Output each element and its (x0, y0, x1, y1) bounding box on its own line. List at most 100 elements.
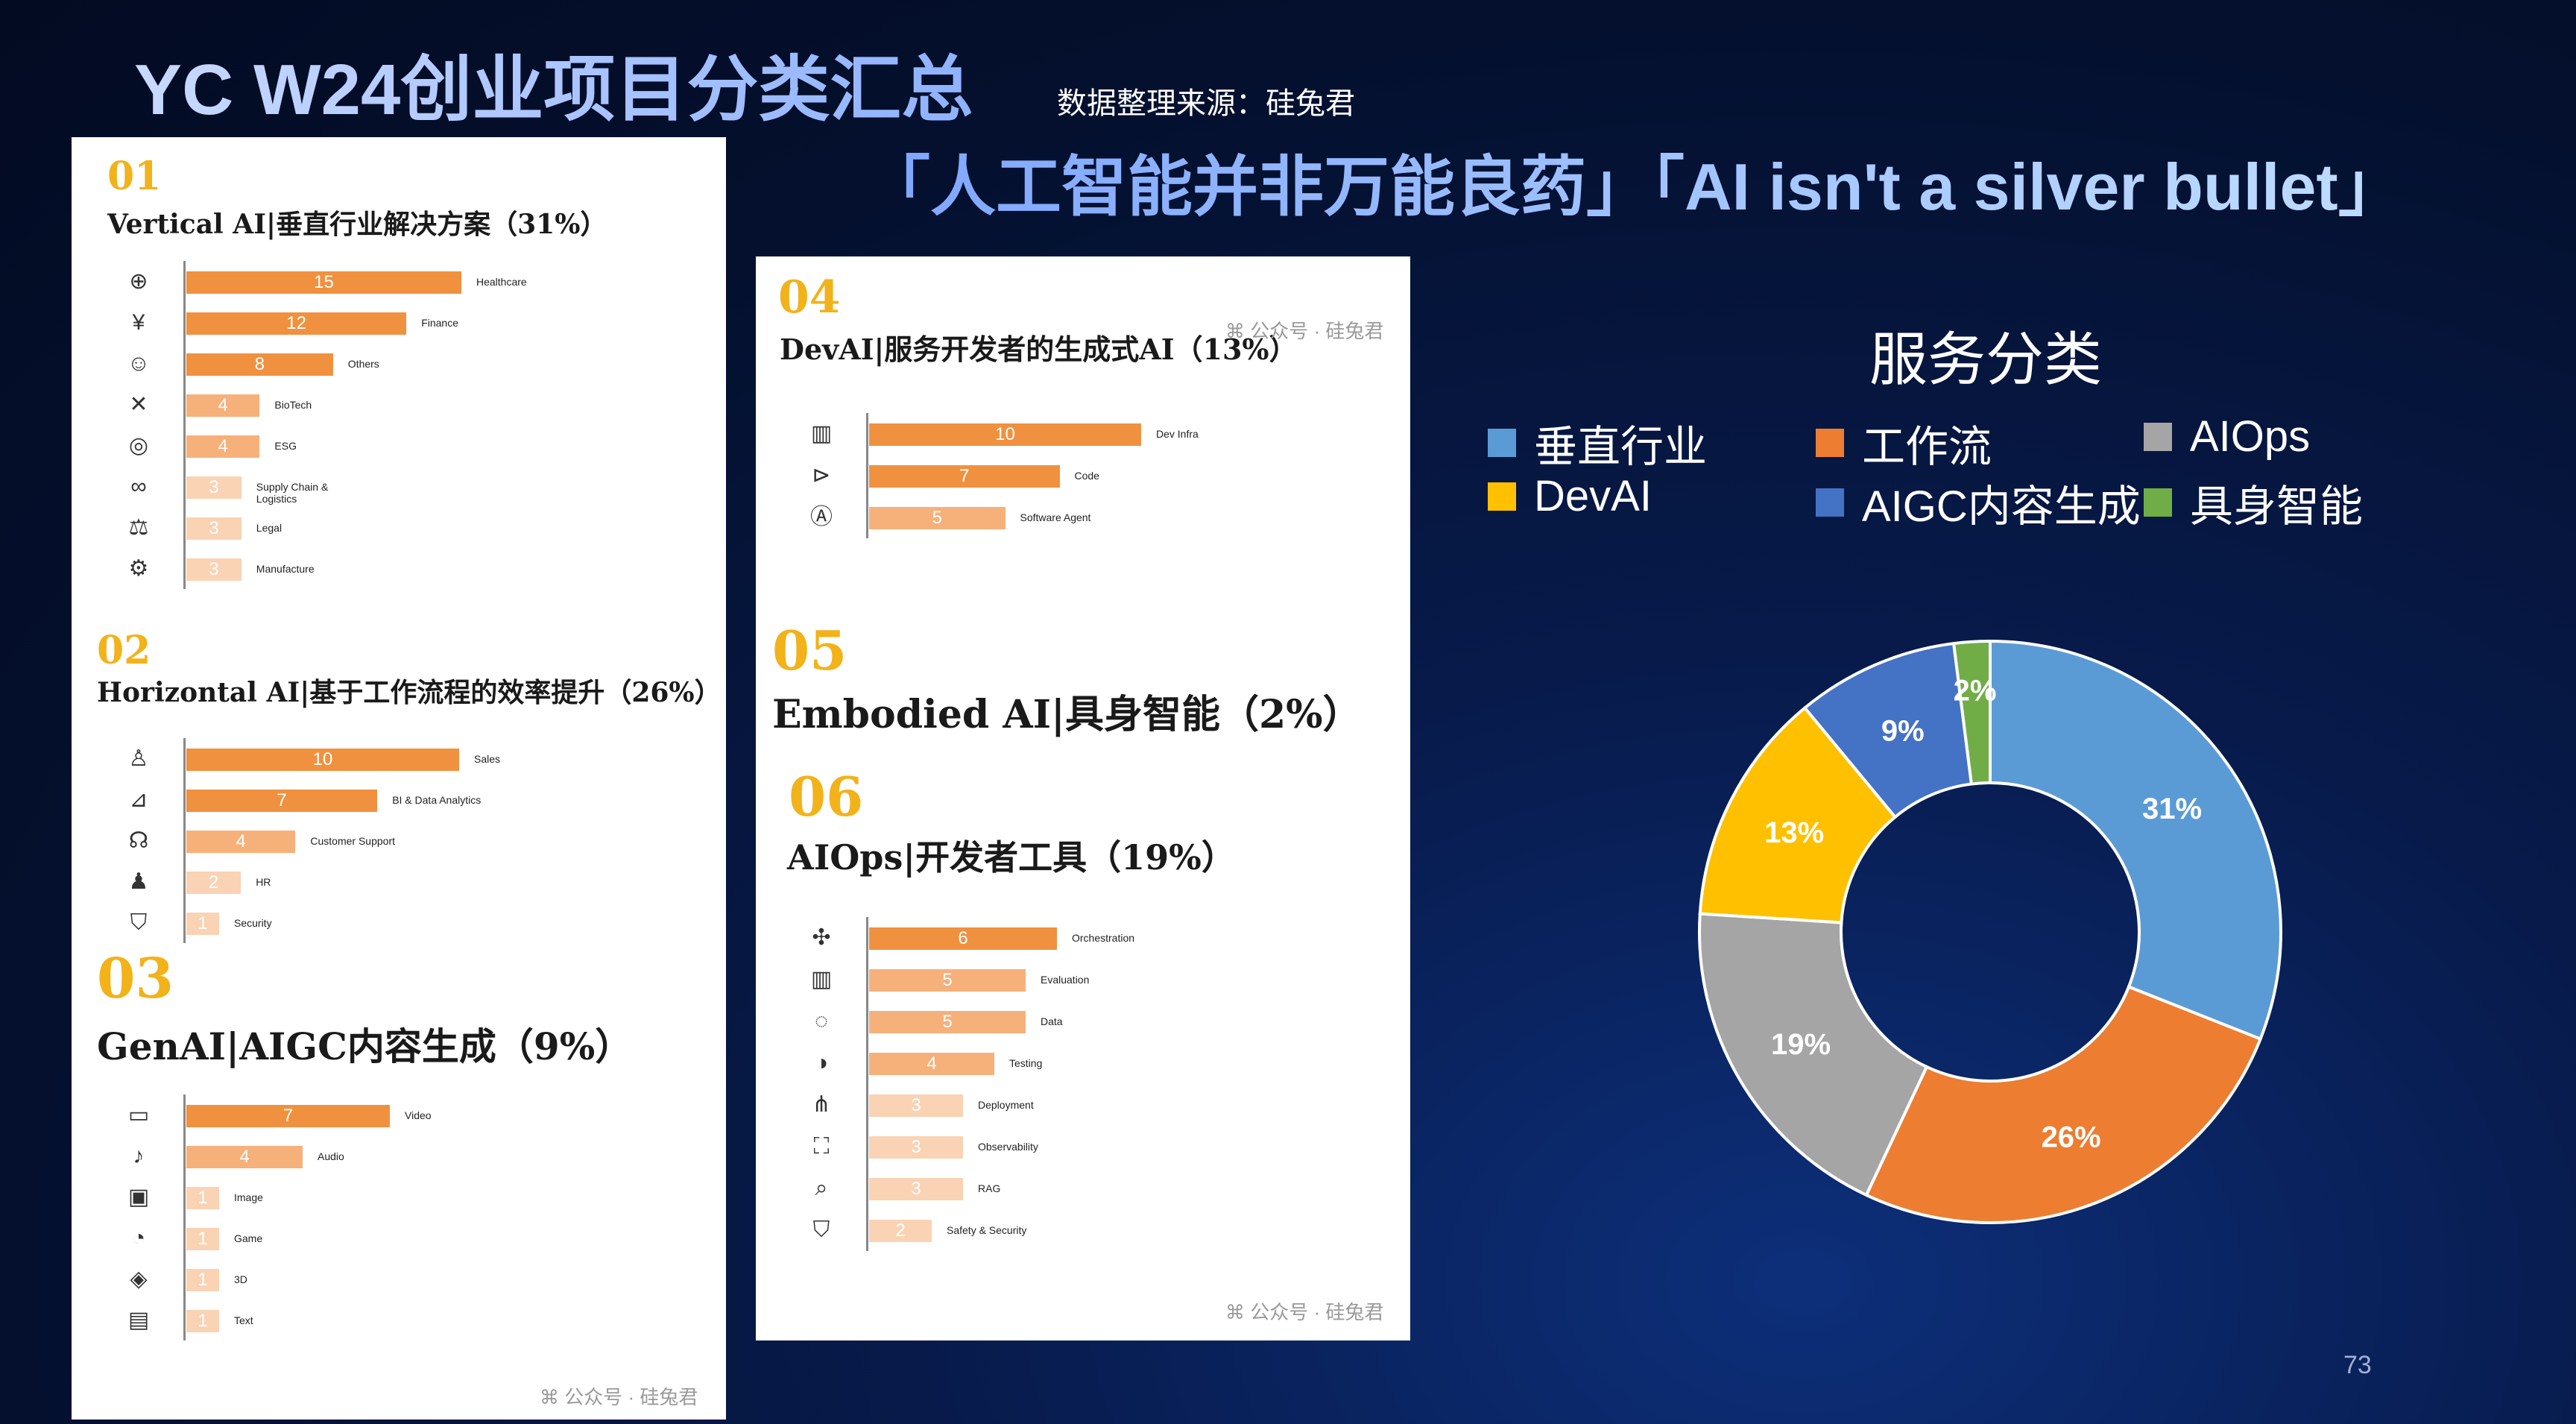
legend-swatch (1816, 488, 1844, 517)
section-title: DevAI|服务开发者的生成式AI（13%） (780, 333, 1298, 366)
server-icon: ▥ (810, 421, 833, 446)
category-bar: 1 (186, 1269, 219, 1291)
page-number: 73 (2343, 1351, 2372, 1379)
bar-axis-line (183, 1094, 186, 1340)
legend-item: AIGC内容生成 (1816, 471, 2141, 534)
page-title: YC W24创业项目分类汇总 (134, 31, 973, 135)
category-bar: 3 (186, 476, 242, 499)
headset-icon: ☊ (128, 828, 149, 853)
category-bar-label: BioTech (274, 399, 312, 411)
section-title: Embodied AI|具身智能（2%） (772, 692, 1362, 737)
category-bar-label: Video (405, 1109, 432, 1121)
category-bar: 3 (869, 1094, 963, 1117)
donut-slice-label: 13% (1764, 816, 1824, 849)
category-bar-label: BI & Data Analytics (392, 794, 482, 806)
category-bar-label: Dev Infra (1156, 428, 1199, 440)
section-number: 03 (97, 947, 174, 1011)
category-bar: 5 (869, 969, 1026, 992)
network-icon: ✣ (812, 925, 831, 950)
donut-slice-label: 9% (1881, 714, 1925, 747)
people-icon: ☺ (127, 351, 151, 376)
donut-slice (1698, 705, 1898, 924)
category-bar-label: Data (1041, 1015, 1063, 1027)
category-bar: 1 (186, 1187, 219, 1209)
document-icon: ▤ (127, 1308, 150, 1332)
cube-icon: ◈ (130, 1267, 148, 1291)
category-bar: 2 (186, 872, 242, 894)
category-bar-label: Finance (421, 317, 458, 329)
category-bar: 15 (186, 271, 461, 294)
category-bar-label: Testing (1009, 1057, 1043, 1069)
category-bar: 4 (186, 1146, 303, 1168)
category-bar-label: RAG (978, 1182, 1001, 1194)
watermark-text: ⌘ 公众号 · 硅兔君 (540, 1386, 698, 1408)
category-bar: 5 (869, 507, 1006, 529)
donut-slice-label: 2% (1954, 675, 1997, 708)
bar-axis-line (866, 917, 868, 1251)
category-bar: 3 (869, 1136, 963, 1159)
gears-icon: ⚙ (128, 556, 149, 581)
category-bar: 1 (186, 913, 219, 935)
shield-alert-icon: ⛉ (812, 1217, 830, 1242)
trend-icon: ◌ (815, 1009, 828, 1033)
donut-slice-label: 26% (2042, 1121, 2101, 1153)
section-number: 01 (107, 154, 162, 199)
category-bar: 7 (186, 1105, 390, 1127)
legend-label: DevAI (1534, 472, 1652, 520)
category-bar: 3 (186, 517, 242, 540)
category-bar: 4 (869, 1053, 994, 1075)
video-camera-icon: ▭ (127, 1103, 150, 1127)
image-icon: ▣ (127, 1185, 150, 1209)
category-bar: 1 (186, 1228, 219, 1250)
legend-swatch (1816, 429, 1844, 457)
category-bar-label: Evaluation (1041, 974, 1090, 986)
search-icon: ⌕ (815, 1176, 828, 1200)
watermark-text: ⌘ 公众号 · 硅兔君 (1225, 1301, 1384, 1323)
legend-item: 具身智能 (2144, 471, 2363, 534)
shield-icon: ⛉ (130, 910, 148, 935)
category-bar: 1 (186, 1310, 219, 1332)
legend-swatch (1488, 429, 1516, 457)
section-title: Vertical AI|垂直行业解决方案（31%） (107, 209, 607, 240)
gamepad-icon: ◔ (131, 1226, 146, 1250)
legend-swatch (2144, 488, 2172, 517)
category-bar: 7 (869, 465, 1060, 488)
category-card-middle: 04 DevAI|服务开发者的生成式AI（13%） ▥ 10 Dev Infra ⊳ 7 Co… (756, 256, 1410, 1340)
category-bar-label: Manufacture (256, 563, 315, 575)
legend-label: 具身智能 (2190, 482, 2364, 531)
data-source-note: 数据整理来源：硅兔君 (1057, 86, 1355, 121)
agent-icon: Ⓐ (810, 505, 833, 529)
category-bar-label: Sales (474, 753, 501, 765)
category-bar: 2 (869, 1220, 932, 1242)
esg-icon: ◎ (128, 433, 149, 458)
user-icon: ♟ (128, 869, 149, 894)
category-bar-label: Legal (256, 522, 282, 534)
dna-icon: ✕ (129, 392, 148, 417)
category-bar: 4 (186, 435, 260, 458)
legend-label: 工作流 (1862, 423, 1992, 471)
category-bar-label: Supply Chain & Logistics (256, 481, 329, 505)
legend-swatch (2144, 422, 2172, 451)
category-bar-label: Security (234, 917, 272, 929)
yen-icon: ¥ (132, 310, 145, 335)
bar-axis-line (183, 261, 186, 589)
category-card-left: 01 Vertical AI|垂直行业解决方案（31%） ⊕ 15 Healthcare… (72, 137, 726, 1420)
chart-title: 服务分类 (1869, 327, 2103, 394)
bar-axis-line (866, 413, 868, 538)
category-bar: 7 (186, 790, 378, 812)
legend-label: AIOps (2190, 412, 2311, 461)
category-bar: 4 (186, 394, 260, 417)
section-title: AIOps|开发者工具（19%） (787, 837, 1236, 878)
section-title: GenAI|AIGC内容生成（9%） (97, 1024, 633, 1068)
chain-link-icon: ∞ (130, 474, 147, 499)
category-bar-label: Code (1074, 470, 1099, 482)
service-category-donut-chart: 31% 26% 19% 13% 9% 2% (1698, 639, 2282, 1224)
legend-item: AIOps (2144, 412, 2310, 461)
category-bar-label: Safety & Security (947, 1224, 1027, 1236)
legend-swatch (1488, 482, 1516, 511)
bar-chart-icon: ▥ (810, 967, 833, 992)
category-bar: 8 (186, 353, 333, 376)
slogan-heading: 「人工智能并非万能良药」「AI isn't a silver bullet」 (865, 134, 2404, 229)
category-bar: 3 (869, 1178, 963, 1200)
chart-board-icon: ⊿ (129, 787, 148, 812)
